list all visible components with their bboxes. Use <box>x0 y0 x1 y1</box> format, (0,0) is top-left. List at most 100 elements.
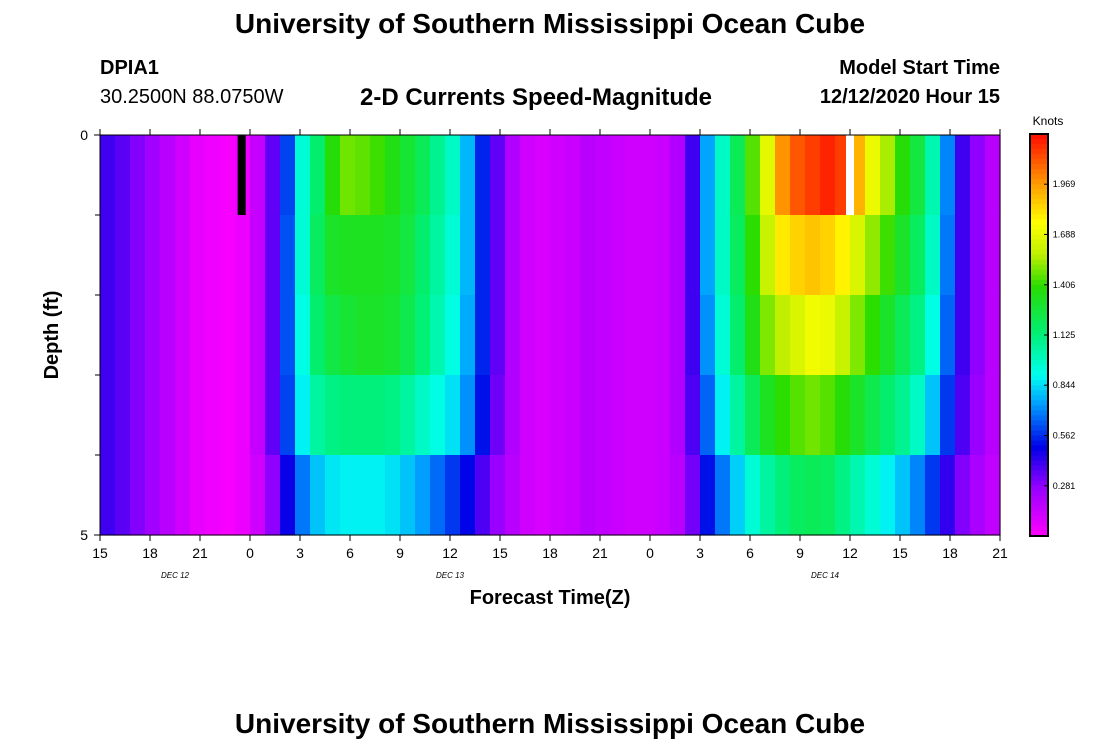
colorbar-segment <box>1030 164 1048 170</box>
x-tick-label: 3 <box>696 545 704 561</box>
heatmap-cell <box>805 375 821 456</box>
heatmap-cell <box>250 215 266 296</box>
heatmap-cell <box>640 375 656 456</box>
colorbar-segment <box>1030 284 1048 291</box>
heatmap-cell <box>415 215 431 296</box>
heatmap-cell <box>895 215 911 296</box>
heatmap-cell <box>280 455 296 536</box>
colorbar-tick-label: 1.406 <box>1053 280 1076 290</box>
colorbar-segment <box>1030 425 1048 432</box>
colorbar-segment <box>1030 345 1048 351</box>
heatmap-cell <box>280 295 296 376</box>
colorbar-tick-label: 0.281 <box>1053 481 1076 491</box>
heatmap-cell <box>400 375 416 456</box>
heatmap-cell <box>340 375 356 456</box>
heatmap-cell <box>595 295 611 376</box>
heatmap-cell <box>775 215 791 296</box>
colorbar-segment <box>1030 410 1048 417</box>
heatmap-cell <box>805 135 821 216</box>
heatmap-cell <box>235 215 251 296</box>
colorbar-segment <box>1030 269 1048 276</box>
colorbar-segment <box>1030 169 1048 175</box>
heatmap-cell <box>700 135 716 216</box>
colorbar: 0.281 0.562 0.844 1.125 1.406 1.688 1.969 <box>1029 133 1076 537</box>
colorbar-segment <box>1030 435 1048 442</box>
x-tick-label: 18 <box>942 545 958 561</box>
heatmap-cell <box>550 455 566 536</box>
colorbar-segment <box>1030 224 1048 231</box>
station-id: DPIA1 <box>100 57 159 79</box>
axes: 15 18 21 0 3 6 9 12 15 18 21 0 3 6 9 12 15 18 21 DEC 12 DEC … <box>80 127 1008 580</box>
heatmap-cell <box>250 295 266 376</box>
page-title-top: University of Southern Mississippi Ocean… <box>234 8 866 39</box>
heatmap-cell <box>385 455 401 536</box>
heatmap-cell <box>265 375 281 456</box>
heatmap-cell <box>475 135 491 216</box>
heatmap-cell <box>100 295 116 376</box>
colorbar-segment <box>1030 515 1048 522</box>
heatmap-cell <box>820 295 836 376</box>
colorbar-segment <box>1030 390 1048 396</box>
colorbar-segment <box>1030 299 1048 306</box>
heatmap-cell <box>565 135 581 216</box>
heatmap-cell <box>610 295 626 376</box>
colorbar-segment <box>1030 194 1048 200</box>
heatmap-cell <box>145 375 161 456</box>
heatmap-cell <box>445 215 461 296</box>
heatmap-cell <box>850 295 866 376</box>
heatmap-cell <box>190 455 206 536</box>
colorbar-segment <box>1030 415 1048 422</box>
day-label: DEC 14 <box>811 571 840 580</box>
heatmap-cell <box>970 215 986 296</box>
heatmap-cell <box>595 375 611 456</box>
heatmap-cell <box>325 135 341 216</box>
heatmap-cell <box>790 135 806 216</box>
heatmap-cell <box>550 135 566 216</box>
heatmap-cell <box>835 215 851 296</box>
colorbar-segment <box>1030 274 1048 281</box>
heatmap-cell <box>280 215 296 296</box>
heatmap-cell <box>490 455 506 536</box>
heatmap-cell <box>145 295 161 376</box>
heatmap-cell <box>235 375 251 456</box>
heatmap-cell <box>925 375 941 456</box>
heatmap-cell <box>985 215 1001 296</box>
heatmap-cell <box>475 455 491 536</box>
heatmap-cell <box>220 375 236 456</box>
heatmap-cell <box>115 135 131 216</box>
heatmap-cell <box>430 295 446 376</box>
heatmap-cell <box>325 295 341 376</box>
heatmap-cell <box>565 455 581 536</box>
heatmap-cell <box>955 215 971 296</box>
heatmap-cell <box>415 375 431 456</box>
colorbar-segment <box>1030 400 1048 406</box>
heatmap-cell <box>940 295 956 376</box>
heatmap-cell <box>760 135 776 216</box>
heatmap-cell <box>970 295 986 376</box>
heatmap-cell <box>520 135 536 216</box>
heatmap-cell <box>430 135 446 216</box>
heatmap-cell <box>460 455 476 536</box>
heatmap-cell <box>160 215 176 296</box>
colorbar-tick-label: 1.688 <box>1053 229 1076 239</box>
heatmap-cell <box>955 455 971 536</box>
page-title-bottom: University of Southern Mississippi Ocean… <box>234 708 866 739</box>
colorbar-segment <box>1030 144 1048 150</box>
heatmap-cell <box>640 215 656 296</box>
heatmap-cell <box>760 455 776 536</box>
heatmap-cell <box>835 455 851 536</box>
heatmap-cell <box>175 375 191 456</box>
heatmap-cell <box>310 455 326 536</box>
heatmap-cell <box>310 375 326 456</box>
heatmap-cell <box>700 375 716 456</box>
x-tick-label: 0 <box>646 545 654 561</box>
heatmap-cell <box>610 215 626 296</box>
heatmap-cell <box>265 135 281 216</box>
heatmap-cell <box>715 295 731 376</box>
heatmap-cell <box>685 295 701 376</box>
heatmap-cell <box>745 215 761 296</box>
heatmap-cell <box>250 455 266 536</box>
heatmap-cell <box>340 455 356 536</box>
heatmap-cell <box>460 375 476 456</box>
heatmap-cell <box>730 455 746 536</box>
